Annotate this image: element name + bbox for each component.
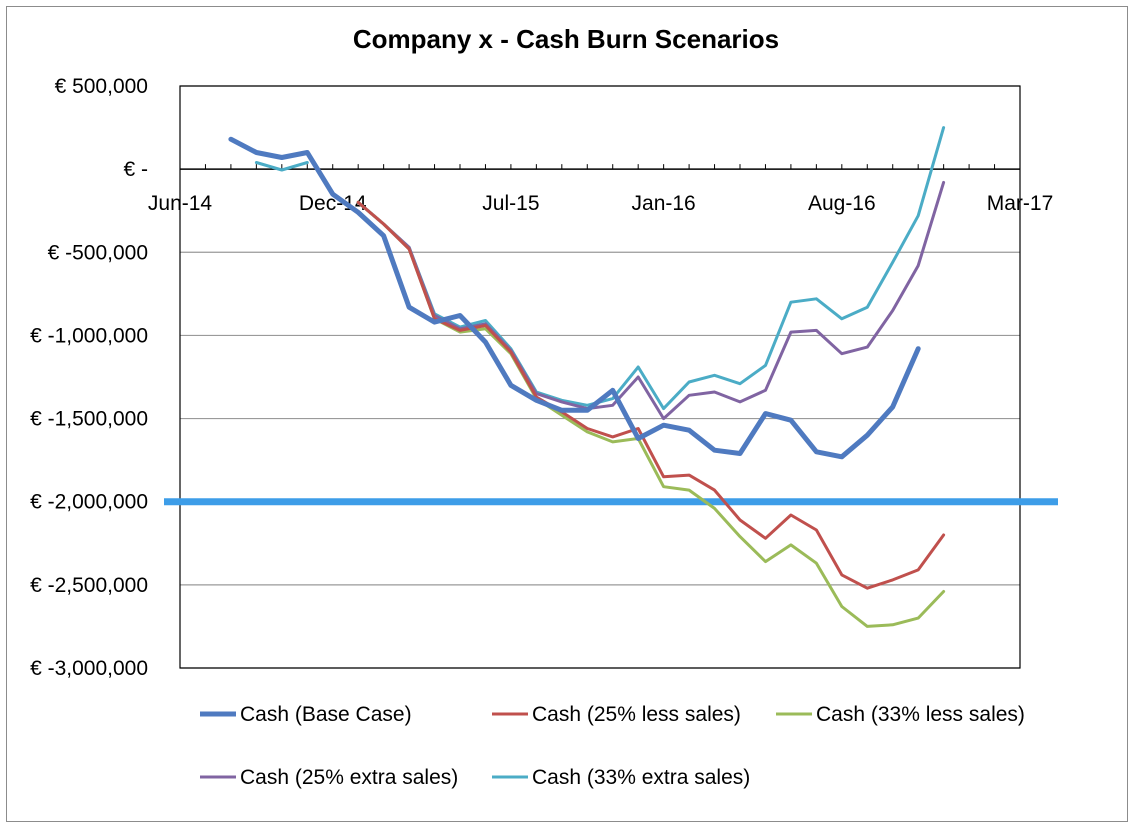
x-tick-label: Jul-15 bbox=[482, 192, 539, 215]
x-tick-label: Jun-14 bbox=[148, 192, 213, 215]
x-tick-label: Mar-17 bbox=[987, 192, 1054, 215]
series-line bbox=[356, 200, 946, 590]
y-tick-label: € -2,000,000 bbox=[30, 491, 148, 514]
series-line bbox=[356, 126, 946, 411]
series-line bbox=[228, 136, 921, 460]
legend: Cash (Base Case) Cash (25% less sales) Cas… bbox=[200, 703, 1025, 789]
y-tick-label: € -1,000,000 bbox=[30, 324, 148, 347]
y-tick-label: € 500,000 bbox=[55, 75, 148, 98]
series-line bbox=[356, 200, 946, 628]
y-tick-label: € -3,000,000 bbox=[30, 657, 148, 680]
x-tick-label: Jan-16 bbox=[632, 192, 696, 215]
y-tick-label: € - bbox=[123, 158, 148, 181]
series-line bbox=[254, 161, 309, 172]
x-tick-label: Aug-16 bbox=[808, 192, 876, 215]
legend-label: Cash (25% extra sales) bbox=[240, 766, 458, 789]
series-group bbox=[228, 126, 946, 628]
y-tick-labels: € 500,000 € - € -500,000 € -1,000,000 € -1,5… bbox=[30, 75, 148, 680]
series-line bbox=[356, 180, 946, 421]
y-tick-label: € -2,500,000 bbox=[30, 574, 148, 597]
legend-label: Cash (33% extra sales) bbox=[532, 766, 750, 789]
y-tick-label: € -1,500,000 bbox=[30, 408, 148, 431]
legend-label: Cash (25% less sales) bbox=[532, 703, 741, 726]
x-tick-labels: Jun-14 Dec-14 Jul-15 Jan-16 Aug-16 Mar-17 bbox=[148, 192, 1053, 215]
legend-label: Cash (33% less sales) bbox=[816, 703, 1025, 726]
y-tick-label: € -500,000 bbox=[48, 241, 148, 264]
legend-label: Cash (Base Case) bbox=[240, 703, 412, 726]
plot-border bbox=[179, 85, 1021, 669]
chart-title: Company x - Cash Burn Scenarios bbox=[353, 24, 779, 54]
